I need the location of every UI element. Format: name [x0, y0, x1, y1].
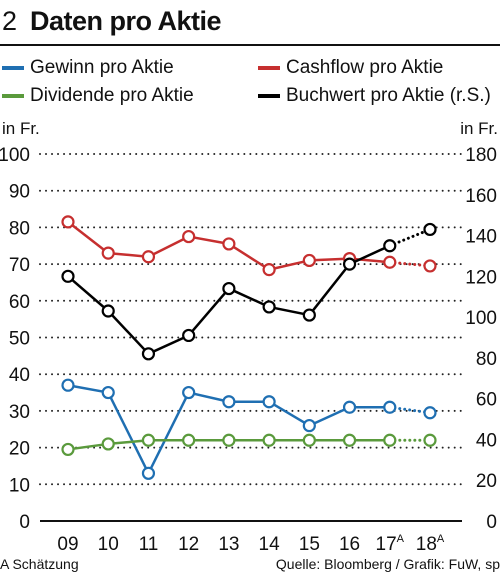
data-point	[262, 263, 276, 277]
data-point	[383, 433, 397, 447]
x-tick-label: 16	[339, 534, 360, 555]
data-point	[342, 433, 357, 447]
legend-swatch-dividende	[2, 94, 24, 98]
series-line-estimate	[388, 260, 432, 268]
y-tick-right: 120	[465, 267, 497, 288]
x-tick-label: 14	[259, 534, 281, 555]
data-point	[141, 347, 156, 361]
legend-item-dividende: Dividende pro Aktie	[2, 84, 194, 108]
data-point	[423, 222, 437, 237]
data-point	[302, 418, 316, 433]
data-point	[383, 255, 397, 269]
data-point	[61, 269, 75, 283]
data-point	[101, 246, 115, 260]
data-point	[302, 308, 316, 322]
y-tick-right: 100	[465, 308, 497, 329]
x-tick-label: 13	[218, 534, 239, 555]
y-tick-right: 80	[476, 349, 497, 370]
y-tick-right: 0	[486, 512, 497, 533]
data-point	[342, 400, 357, 414]
legend-item-gewinn: Gewinn pro Aktie	[2, 56, 174, 80]
x-tick-label: 11	[139, 534, 159, 555]
y-tick-left: 40	[9, 365, 30, 386]
data-point	[423, 259, 437, 273]
data-point	[101, 385, 115, 400]
line-chart: in Fr. in Fr. 0 10 20 30 40 50 60 70 80 90 100 0 20 40 6…	[0, 119, 498, 555]
y-tick-left: 60	[9, 292, 30, 313]
legend: Gewinn pro Aktie Cashflow pro Aktie Divi…	[0, 56, 500, 116]
data-point	[101, 304, 115, 318]
data-point	[222, 237, 236, 251]
x-tick-label: 10	[98, 534, 119, 555]
legend-item-cashflow: Cashflow pro Aktie	[258, 56, 443, 80]
y-tick-left: 80	[9, 218, 30, 239]
chart-header: 2 Daten pro Aktie	[0, 0, 500, 46]
chart-title: Daten pro Aktie	[30, 6, 222, 36]
data-point	[262, 300, 276, 314]
legend-label-gewinn: Gewinn pro Aktie	[30, 57, 174, 78]
y-axis-unit-left: in Fr.	[2, 119, 40, 138]
y-tick-left: 20	[9, 439, 30, 460]
legend-swatch-buchwert	[258, 94, 280, 98]
y-tick-left: 0	[19, 512, 30, 533]
data-point	[342, 257, 357, 271]
data-point	[182, 385, 196, 400]
x-tick-label: 09	[57, 534, 78, 555]
series-line-estimate	[388, 227, 432, 248]
y-tick-left: 90	[9, 182, 30, 203]
y-tick-left: 100	[0, 145, 30, 166]
y-tick-left: 10	[9, 475, 30, 496]
data-point	[61, 215, 75, 229]
legend-label-cashflow: Cashflow pro Aktie	[286, 57, 444, 78]
header-rule	[0, 44, 500, 46]
data-point	[222, 433, 236, 447]
y-tick-right: 180	[465, 145, 497, 166]
source-credit: Quelle: Bloomberg / Grafik: FuW, sp	[275, 556, 500, 572]
data-point	[222, 281, 236, 296]
data-point	[423, 406, 437, 420]
x-tick-label: 15	[299, 534, 320, 555]
chart-number: 2	[2, 6, 18, 36]
data-point	[222, 395, 236, 409]
y-tick-right: 40	[476, 430, 497, 451]
y-tick-right: 20	[476, 471, 497, 492]
data-point	[262, 433, 276, 447]
y-tick-left: 50	[9, 329, 30, 350]
data-point	[262, 395, 276, 409]
data-point	[423, 433, 437, 447]
y-axis-unit-right: in Fr.	[460, 119, 498, 138]
data-point	[141, 433, 156, 447]
y-tick-right: 140	[465, 227, 497, 248]
x-tick-label: 17A	[376, 533, 405, 555]
data-point	[101, 437, 115, 451]
series-line	[67, 244, 391, 356]
data-point	[141, 466, 156, 480]
legend-label-dividende: Dividende pro Aktie	[30, 85, 194, 106]
y-tick-right: 60	[476, 390, 497, 411]
data-point	[61, 442, 75, 457]
y-tick-left: 70	[9, 255, 30, 276]
x-tick-label: 18A	[416, 533, 445, 555]
series-line-estimate	[388, 405, 432, 415]
data-point	[182, 229, 196, 244]
data-point	[383, 239, 397, 253]
data-point	[182, 328, 196, 343]
legend-swatch-gewinn	[2, 66, 24, 70]
data-point	[383, 400, 397, 414]
y-tick-left: 30	[9, 402, 30, 423]
legend-swatch-cashflow	[258, 66, 280, 70]
legend-item-buchwert: Buchwert pro Aktie (r.S.)	[258, 84, 491, 108]
data-point	[141, 250, 156, 264]
x-tick-label: 12	[178, 534, 199, 555]
footnote: A Schätzung	[0, 556, 79, 572]
data-point	[302, 433, 316, 447]
legend-label-buchwert: Buchwert pro Aktie (r.S.)	[286, 85, 491, 106]
data-point	[302, 253, 316, 268]
data-point	[61, 378, 75, 392]
y-tick-right: 160	[465, 186, 497, 207]
data-point	[182, 433, 196, 447]
